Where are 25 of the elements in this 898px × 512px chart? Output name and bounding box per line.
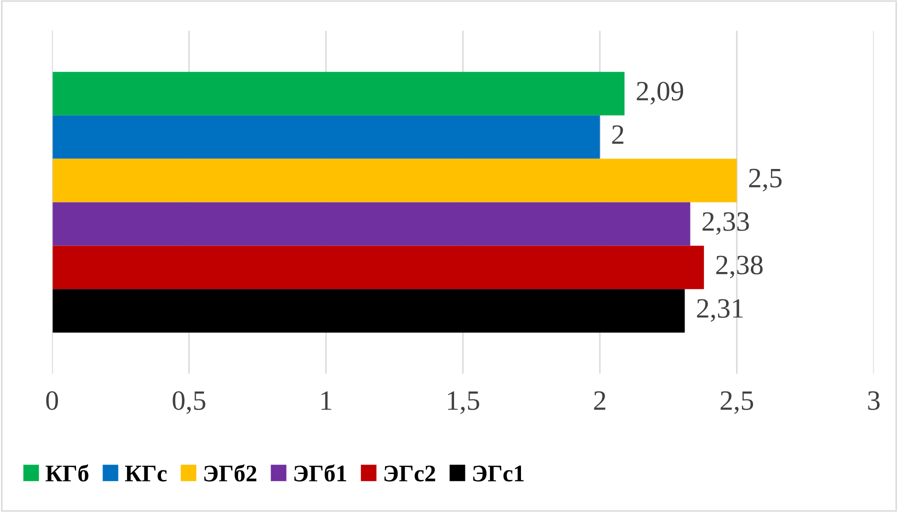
- bar: [52, 72, 625, 116]
- bar: [52, 289, 685, 333]
- data-label: 2,38: [716, 256, 763, 278]
- x-tick-label: 2: [594, 391, 606, 410]
- data-label: 2,09: [636, 82, 684, 105]
- legend-label: ЭГб2: [204, 464, 256, 482]
- bar: [52, 202, 690, 246]
- x-tick-label: 3: [868, 391, 880, 410]
- bar: [52, 246, 704, 290]
- legend-label: ЭГс1: [473, 466, 524, 482]
- x-tick-label: 2,5: [720, 391, 754, 414]
- data-label: 2,33: [702, 212, 749, 235]
- legend-label: ЭГс2: [384, 466, 436, 482]
- x-tick-label: 1,5: [448, 391, 480, 414]
- legend-label: КГс: [125, 466, 167, 482]
- bar: [52, 158, 737, 202]
- data-label: 2,31: [697, 299, 743, 322]
- legend-label: КГб: [46, 464, 88, 482]
- data-label: 2: [612, 125, 624, 144]
- x-tick-label: 0: [46, 391, 58, 410]
- bar: [52, 115, 600, 159]
- data-label: 2,5: [749, 168, 782, 192]
- x-tick-label: 1: [321, 391, 332, 410]
- x-tick-label: 0,5: [172, 391, 206, 414]
- legend-label: ЭГб1: [294, 464, 346, 482]
